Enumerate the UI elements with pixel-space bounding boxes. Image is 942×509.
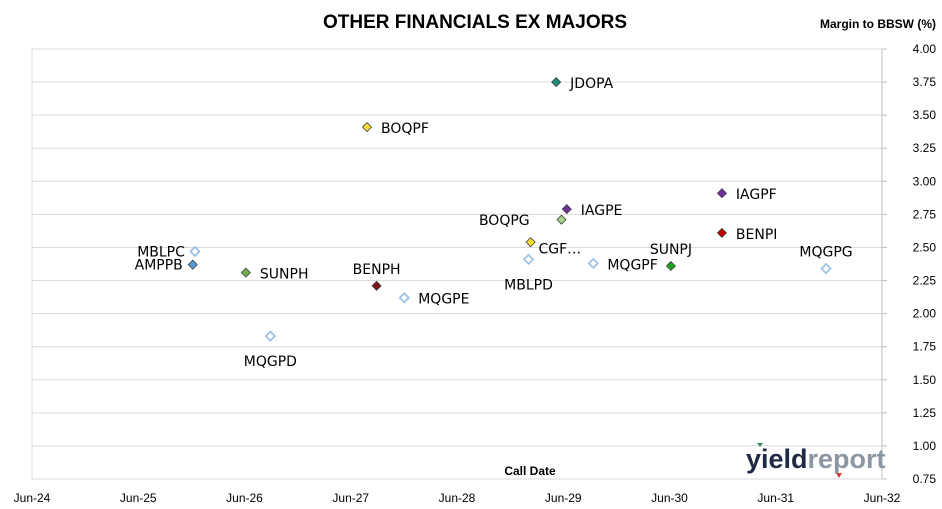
y-tick-label: 2.50	[913, 240, 937, 254]
y-tick-label: 4.00	[913, 42, 937, 56]
point-label: MBLPD	[504, 277, 553, 293]
y-tick-labels: 0.75 1.00 1.25 1.50 1.75 2.00 2.25 2.50 2.75 3.00…	[913, 42, 937, 486]
y-tick-label: 2.00	[913, 307, 937, 321]
point-label: MQGPD	[244, 354, 297, 370]
point-label: BENPI	[736, 227, 778, 243]
x-tick-label: Jun-24	[14, 491, 51, 505]
point-label: BOQPF	[381, 121, 429, 137]
y-tick-label: 2.25	[913, 274, 937, 288]
logo-up-arrow-icon	[757, 443, 763, 447]
point-sunph	[240, 267, 251, 278]
y-tick-label: 0.75	[913, 472, 937, 486]
point-mqgpe	[398, 291, 410, 304]
x-tick-labels: Jun-24 Jun-25 Jun-26 Jun-27 Jun-28 Jun-29 Jun-…	[14, 491, 901, 505]
y-tick-label: 3.00	[913, 174, 937, 188]
axes	[31, 48, 887, 480]
point-label: IAGPF	[736, 187, 777, 203]
x-tick-label: Jun-31	[757, 491, 794, 505]
y-tick-label: 3.75	[913, 75, 937, 89]
data-points	[187, 77, 832, 342]
x-axis-label: Call Date	[504, 464, 556, 478]
logo-down-arrow-icon	[836, 473, 842, 478]
y-axis-label: Margin to BBSW (%)	[820, 17, 936, 31]
grid-lines	[32, 48, 882, 480]
point-label: JDOPA	[569, 76, 613, 92]
x-tick-label: Jun-27	[332, 491, 369, 505]
y-tick-label: 2.75	[913, 207, 937, 221]
point-mblpc	[189, 245, 201, 258]
y-tick-label: 1.50	[913, 373, 937, 387]
y-tick-label: 1.00	[913, 439, 937, 453]
point-label: MBLPC	[137, 244, 185, 260]
point-boqpg	[525, 237, 536, 248]
point-label: MQGPG	[799, 245, 852, 261]
point-label: IAGPE	[581, 203, 623, 219]
point-label: MQGPE	[418, 292, 469, 308]
point-benpi	[716, 227, 727, 238]
logo-part-yield: yield	[746, 444, 808, 474]
point-boqpf	[361, 121, 373, 133]
chart-title: OTHER FINANCIALS EX MAJORS	[323, 12, 627, 33]
y-tick-label: 1.25	[913, 406, 937, 420]
x-tick-label: Jun-28	[439, 491, 476, 505]
logo-part-report: report	[808, 444, 886, 474]
x-tick-label: Jun-25	[120, 491, 157, 505]
y-tick-label: 3.50	[913, 108, 937, 122]
point-label: AMPPB	[135, 258, 183, 274]
y-tick-label: 1.75	[913, 340, 937, 354]
point-label: MQGPF	[607, 257, 657, 273]
x-tick-label: Jun-29	[545, 491, 582, 505]
point-label: BOQPG	[479, 213, 530, 229]
x-tick-label: Jun-30	[651, 491, 688, 505]
point-label: SUNPJ	[650, 242, 692, 258]
point-mblpd	[522, 253, 535, 266]
point-label: CGF…	[538, 242, 581, 258]
point-label: BENPH	[353, 262, 401, 278]
point-benph	[371, 280, 382, 291]
logo-text: yieldreport	[746, 444, 886, 474]
x-tick-label: Jun-32	[864, 491, 901, 505]
point-mqgpf	[587, 257, 600, 270]
point-mqgpg	[820, 262, 832, 275]
point-sunpj	[665, 260, 676, 272]
point-iagpf	[716, 188, 727, 199]
y-tick-label: 3.25	[913, 141, 937, 155]
point-cgf	[556, 214, 567, 225]
point-amppb	[187, 259, 198, 270]
point-label: SUNPH	[260, 267, 309, 283]
point-jdopa	[551, 77, 562, 88]
point-mqgpd	[264, 330, 277, 342]
point-iagpe	[561, 204, 572, 215]
yieldreport-logo: yieldreport	[746, 443, 886, 478]
x-tick-label: Jun-26	[226, 491, 263, 505]
